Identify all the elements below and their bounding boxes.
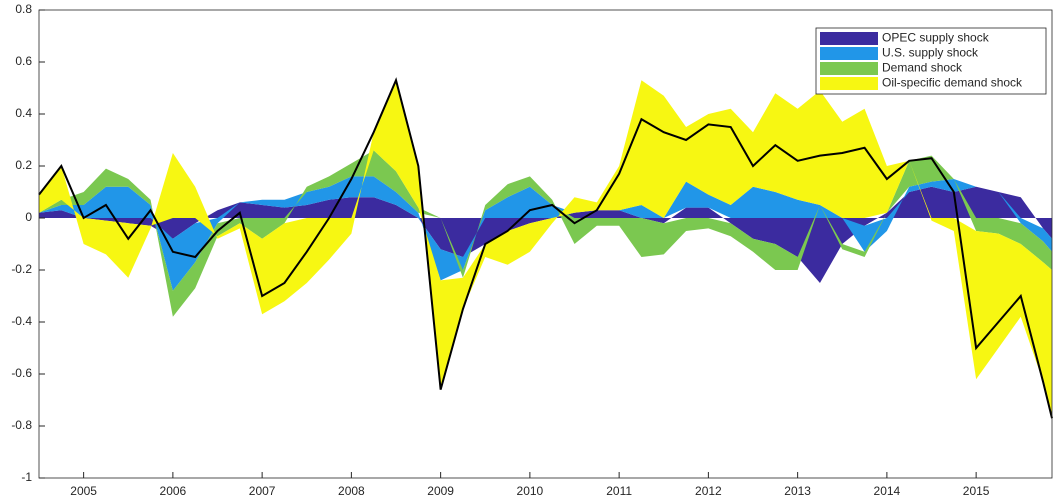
plot-frame: [38, 9, 1053, 479]
legend-label: Demand shock: [882, 61, 963, 75]
legend-label: Oil-specific demand shock: [882, 76, 1023, 90]
x-tick-label: 2012: [695, 484, 722, 498]
legend-swatch: [820, 62, 878, 75]
x-tick-label: 2006: [160, 484, 187, 498]
x-tick-label: 2008: [338, 484, 365, 498]
x-tick-label: 2011: [606, 484, 632, 498]
legend-swatch: [820, 32, 878, 45]
total-line: [38, 77, 1053, 419]
y-tick-label: -0.4: [11, 314, 32, 328]
legend-swatch: [820, 47, 878, 60]
legend-label: U.S. supply shock: [882, 46, 979, 60]
x-tick-label: 2015: [963, 484, 990, 498]
y-tick-label: -0.8: [11, 418, 32, 432]
legend-label: OPEC supply shock: [882, 31, 990, 45]
y-tick-label: 0.2: [15, 158, 32, 172]
x-tick-label: 2010: [517, 484, 544, 498]
x-tick-label: 2014: [874, 484, 901, 498]
area: [39, 80, 1052, 419]
y-tick-label: 0.8: [15, 2, 32, 16]
x-tick-label: 2009: [427, 484, 454, 498]
area: [39, 186, 1052, 283]
x-tick-label: 2013: [784, 484, 811, 498]
area: [39, 176, 1052, 291]
y-tick-label: 0: [25, 210, 32, 224]
y-tick-label: 0.6: [15, 54, 32, 68]
x-tick-label: 2005: [70, 484, 97, 498]
y-tick-label: -1: [21, 470, 32, 484]
y-tick-label: -0.2: [11, 262, 32, 276]
y-tick-label: -0.6: [11, 366, 32, 380]
y-tick-label: 0.4: [15, 106, 32, 120]
legend-swatch: [820, 77, 878, 90]
x-tick-label: 2007: [249, 484, 276, 498]
